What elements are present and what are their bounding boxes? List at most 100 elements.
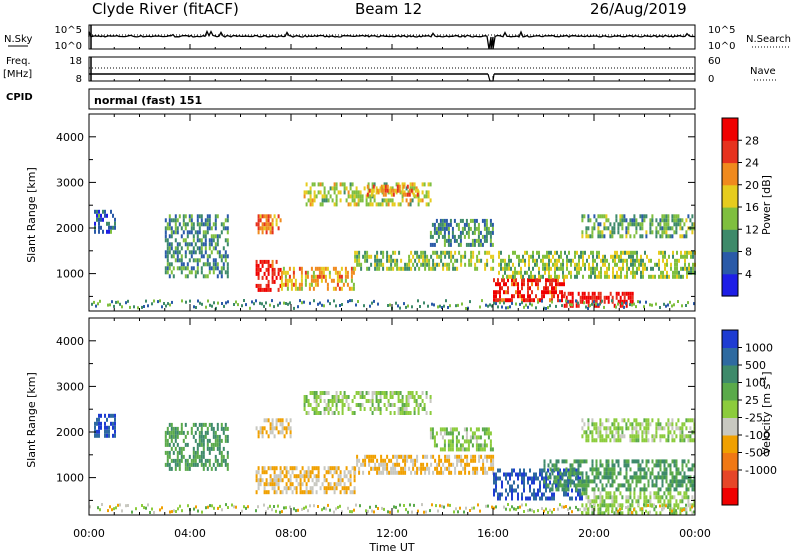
echo-cell <box>504 262 506 267</box>
echo-cell <box>405 403 408 407</box>
scatter-cell <box>569 506 571 510</box>
echo-cell <box>172 450 175 455</box>
echo-cell <box>94 433 96 438</box>
echo-cell <box>609 491 612 496</box>
echo-cell <box>333 190 336 195</box>
echo-cell <box>655 511 658 516</box>
echo-cell <box>174 434 177 439</box>
echo-cell <box>516 254 518 259</box>
echo-cell <box>657 499 660 504</box>
scatter-cell <box>515 507 517 511</box>
echo-cell <box>327 411 330 415</box>
echo-cell <box>683 479 686 484</box>
echo-cell <box>659 495 662 500</box>
echo-cell <box>216 458 219 463</box>
echo-cell <box>222 254 225 259</box>
echo-cell <box>609 426 612 431</box>
echo-cell <box>386 254 389 259</box>
echo-cell <box>633 459 636 464</box>
echo-cell <box>303 399 306 403</box>
scatter-cell <box>395 505 397 509</box>
echo-cell <box>281 490 284 495</box>
echo-cell <box>283 426 286 431</box>
echo-cell <box>661 479 664 484</box>
echo-cell <box>681 479 684 484</box>
echo-cell <box>176 430 179 435</box>
echo-cell <box>569 467 572 472</box>
echo-cell <box>523 468 525 473</box>
echo-cell <box>667 499 670 504</box>
echo-cell <box>364 254 367 259</box>
scatter-cell <box>333 510 335 514</box>
echo-cell <box>478 250 481 255</box>
echo-cell <box>443 439 446 444</box>
echo-cell <box>404 466 407 471</box>
echo-cell <box>562 258 564 263</box>
echo-region <box>303 391 432 415</box>
echo-cell <box>663 230 666 235</box>
echo-cell <box>210 226 213 231</box>
echo-cell <box>391 395 394 399</box>
echo-cell <box>306 274 309 279</box>
echo-cell <box>446 262 449 267</box>
echo-cell <box>568 270 570 275</box>
echo-cell <box>382 192 385 197</box>
echo-cell <box>271 418 274 423</box>
echo-cell <box>563 303 566 308</box>
scatter-cell <box>669 508 671 512</box>
echo-cell <box>589 467 592 472</box>
scatter-cell <box>143 305 145 308</box>
echo-cell <box>649 230 652 235</box>
echo-cell <box>654 274 656 279</box>
echo-cell <box>362 470 365 475</box>
echo-cell <box>679 218 682 223</box>
echo-cell <box>639 426 642 431</box>
echo-cell <box>627 511 630 516</box>
echo-cell <box>377 202 380 207</box>
echo-cell <box>178 258 181 263</box>
echo-cell <box>677 426 680 431</box>
echo-cell <box>527 480 529 485</box>
echo-cell <box>438 470 441 475</box>
echo-cell <box>689 503 692 508</box>
echo-cell <box>612 270 614 275</box>
echo-cell <box>359 407 362 411</box>
echo-cell <box>309 490 312 495</box>
echo-cell <box>621 214 624 219</box>
echo-cell <box>338 278 341 283</box>
echo-cell <box>668 254 670 259</box>
echo-cell <box>569 483 572 488</box>
scatter-cell <box>273 305 275 309</box>
echo-cell <box>202 222 205 227</box>
echo-cell <box>486 250 489 255</box>
echo-cell <box>463 234 466 239</box>
echo-cell <box>593 479 596 484</box>
echo-cell <box>689 434 692 439</box>
echo-cell <box>545 286 547 291</box>
echo-cell <box>412 466 415 471</box>
echo-cell <box>651 418 654 423</box>
echo-cell <box>192 454 195 459</box>
echo-cell <box>394 466 397 471</box>
echo-cell <box>349 474 352 479</box>
echo-cell <box>549 472 551 477</box>
echo-cell <box>170 438 173 443</box>
echo-cell <box>176 434 179 439</box>
echo-cell <box>687 499 690 504</box>
nsky-label: N.Sky <box>4 34 32 45</box>
echo-cell <box>666 258 668 263</box>
echo-cell <box>629 491 632 496</box>
echo-cell <box>327 482 330 487</box>
echo-cell <box>463 447 466 452</box>
echo-cell <box>663 434 666 439</box>
echo-cell <box>478 458 481 463</box>
echo-cell <box>283 434 286 439</box>
echo-cell <box>389 198 392 203</box>
echo-cell <box>438 454 441 459</box>
echo-cell <box>485 427 488 432</box>
echo-cell <box>472 250 475 255</box>
echo-cell <box>632 258 634 263</box>
echo-cell <box>451 234 454 239</box>
echo-cell <box>356 458 359 463</box>
